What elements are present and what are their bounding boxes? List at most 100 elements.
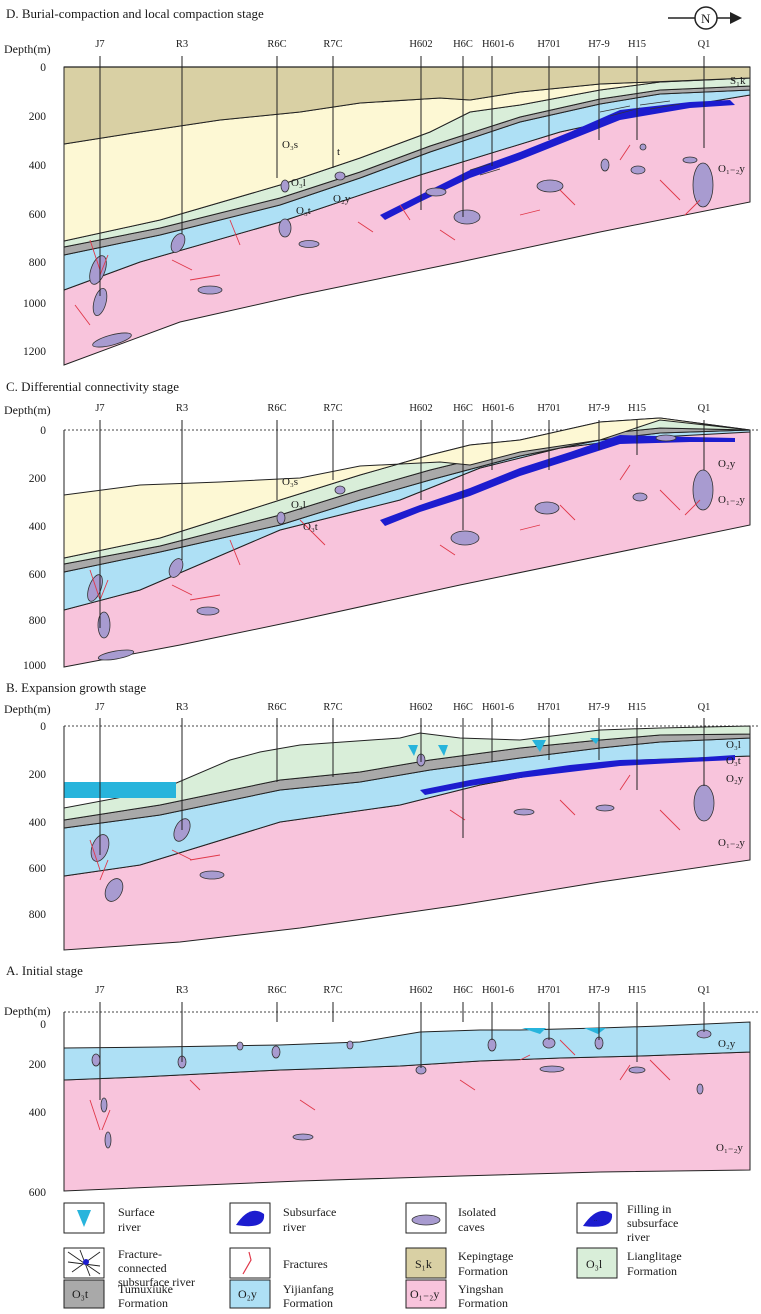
panel-d-title: D. Burial-compaction and local compactio… (6, 6, 264, 21)
depth-tick-c-1: 200 (29, 473, 47, 485)
isolated-cave-icon (411, 1214, 441, 1226)
well-label: J7 (95, 985, 104, 996)
legend-label: river (627, 1230, 650, 1244)
depth-tick-b-0: 0 (40, 721, 46, 733)
depth-header-d: Depth(m) (4, 42, 51, 56)
well-label: Q1 (698, 403, 711, 414)
well-label: H701 (537, 39, 560, 50)
surface-river-b1 (408, 745, 418, 756)
legend-label: Subsurface (283, 1205, 336, 1219)
well-label: Q1 (698, 702, 711, 713)
fractures-d (74, 144, 701, 326)
formation-label-o2y-d: O₂y (333, 193, 351, 205)
surface-water-b (64, 782, 176, 798)
fractures-b (89, 774, 681, 881)
formation-label-o12y-d: O₁₋₂y (718, 163, 745, 175)
well-label: R6C (267, 39, 286, 50)
surface-river-b3 (532, 740, 546, 752)
well-labels-a: J7 R3 R6C R7C H602 H6C H601-6 H701 H7-9 … (95, 985, 710, 996)
well-label: H15 (628, 39, 646, 50)
well-label: H6C (453, 403, 473, 414)
depth-tick-b-2: 400 (29, 817, 47, 829)
formation-label-t-d: t (337, 146, 340, 158)
depth-tick-d-6: 1200 (23, 346, 46, 358)
well-label: R6C (267, 985, 286, 996)
well-label: Q1 (698, 985, 711, 996)
depth-tick-d-3: 600 (29, 209, 47, 221)
panel-c: C. Differential connectivity stage Depth… (4, 379, 760, 672)
formation-label-o12y-b: O₁₋₂y (718, 837, 745, 849)
well-label: H6C (453, 39, 473, 50)
panel-c-title: C. Differential connectivity stage (6, 379, 179, 394)
lianglitage-swatch (576, 1247, 618, 1279)
well-labels-b: J7 R3 R6C R7C H602 H6C H601-6 H701 H7-9 … (95, 702, 710, 713)
depth-header-a: Depth(m) (4, 1004, 51, 1018)
well-label: H602 (409, 39, 432, 50)
legend-label: Formation (118, 1296, 168, 1310)
panel-d: D. Burial-compaction and local compactio… (4, 6, 751, 366)
caves-b (90, 753, 715, 902)
well-label: J7 (95, 39, 104, 50)
depth-tick-d-2: 400 (29, 160, 47, 172)
legend-label: Fracture- (118, 1247, 162, 1261)
depth-tick-a-0: 0 (40, 1019, 46, 1031)
well-label: R7C (323, 985, 342, 996)
legend-symbol: O₁₋₂y (410, 1287, 439, 1301)
depth-header-b: Depth(m) (4, 702, 51, 716)
well-label: H15 (628, 702, 646, 713)
legend-symbol: O₂y (238, 1287, 257, 1301)
legend-label: subsurface river (118, 1275, 195, 1289)
well-label: H701 (537, 702, 560, 713)
depth-tick-d-1: 200 (29, 111, 47, 123)
depth-tick-c-3: 600 (29, 569, 47, 581)
legend-label: Lianglitage (627, 1249, 682, 1263)
depth-tick-c-4: 800 (29, 615, 47, 627)
legend-label: Filling in (627, 1202, 671, 1216)
filling-river-icon (583, 1210, 613, 1227)
well-label: H701 (537, 403, 560, 414)
depth-tick-a-3: 600 (29, 1187, 47, 1199)
yijianfang-swatch (229, 1279, 271, 1309)
formation-label-skk-d: S₁k (730, 75, 746, 87)
depth-tick-d-5: 1000 (23, 298, 46, 310)
formation-label-o12y-a: O₁₋₂y (716, 1142, 743, 1154)
formation-label-o2y-a: O₂y (718, 1038, 736, 1050)
depth-tick-c-5: 1000 (23, 660, 46, 672)
wells-b (99, 718, 705, 855)
well-label: H601-6 (482, 403, 514, 414)
well-label: Q1 (698, 39, 711, 50)
depth-tick-d-4: 800 (29, 257, 47, 269)
well-label: H602 (409, 985, 432, 996)
well-label: H7-9 (588, 39, 610, 50)
fractures-c (89, 464, 701, 601)
layer-kepingtage-d (63, 66, 751, 145)
well-label: R6C (267, 702, 286, 713)
well-label: R3 (176, 985, 188, 996)
layer-sangtamu-c (63, 417, 751, 559)
well-label: H7-9 (588, 702, 610, 713)
formation-label-o12y-c: O₁₋₂y (718, 494, 745, 506)
formation-label-o2y-b: O₂y (726, 773, 744, 785)
well-label: J7 (95, 702, 104, 713)
legend-label: Tumuxiuke (118, 1282, 173, 1296)
legend-label: subsurface (627, 1216, 678, 1230)
depth-tick-a-1: 200 (29, 1059, 47, 1071)
well-labels-d: J7 R3 R6C R7C H602 H6C H601-6 H701 H7-9 … (95, 39, 710, 50)
formation-label-o3l-b: O₃l (726, 739, 741, 751)
well-label: H601-6 (482, 702, 514, 713)
wells-a (99, 1002, 705, 1100)
yingshan-swatch (405, 1279, 447, 1309)
panel-b: B. Expansion growth stage Depth(m) 0 200… (4, 680, 760, 951)
wells-d (99, 56, 705, 296)
depth-tick-c-2: 400 (29, 521, 47, 533)
formation-label-o3t-c: O₃t (303, 521, 318, 533)
legend-label: Isolated (458, 1205, 496, 1219)
fracture-network-d (469, 100, 681, 176)
caves-d (89, 143, 714, 348)
formation-label-o3s-c: O₃s (282, 476, 298, 488)
panel-b-title: B. Expansion growth stage (6, 680, 146, 695)
surface-river-b4 (590, 738, 600, 744)
north-arrow-icon: N (668, 6, 742, 30)
formation-label-o3l-c: O₃l (291, 499, 306, 511)
